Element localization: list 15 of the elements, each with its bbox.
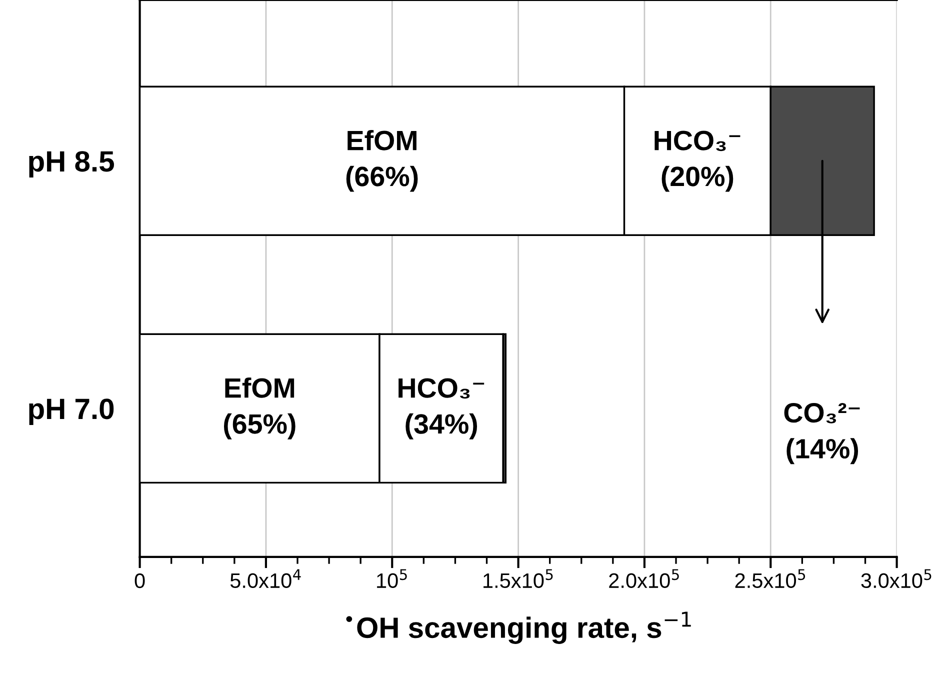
x-tick-label: 10$^{5}$ xyxy=(377,569,407,588)
x-axis-title: $^{•}$OH scavenging rate, s$^{−1}$ xyxy=(346,612,691,644)
x-tick-label: 0 xyxy=(134,573,145,588)
y-tick-label: pH 8.5 xyxy=(29,151,114,178)
x-tick-label: 5.0x10$^{4}$ xyxy=(230,569,301,588)
x-tick-label: 2.0x10$^{5}$ xyxy=(609,569,679,588)
annotation: CO₃²⁻ (14%) xyxy=(784,402,860,464)
x-tick-label: 1.5x10$^{5}$ xyxy=(484,569,553,588)
annotation: HCO₃⁻ (34%) xyxy=(398,378,484,440)
y-tick-label: pH 7.0 xyxy=(29,398,114,426)
x-tick-label: 2.5x10$^{5}$ xyxy=(735,569,806,588)
x-tick-label: 3.0x10$^{5}$ xyxy=(861,569,932,588)
annotation: EfOM (66%) xyxy=(346,130,418,192)
annotation: EfOM (65%) xyxy=(224,377,296,440)
annotation: HCO₃⁻ (20%) xyxy=(654,130,740,192)
